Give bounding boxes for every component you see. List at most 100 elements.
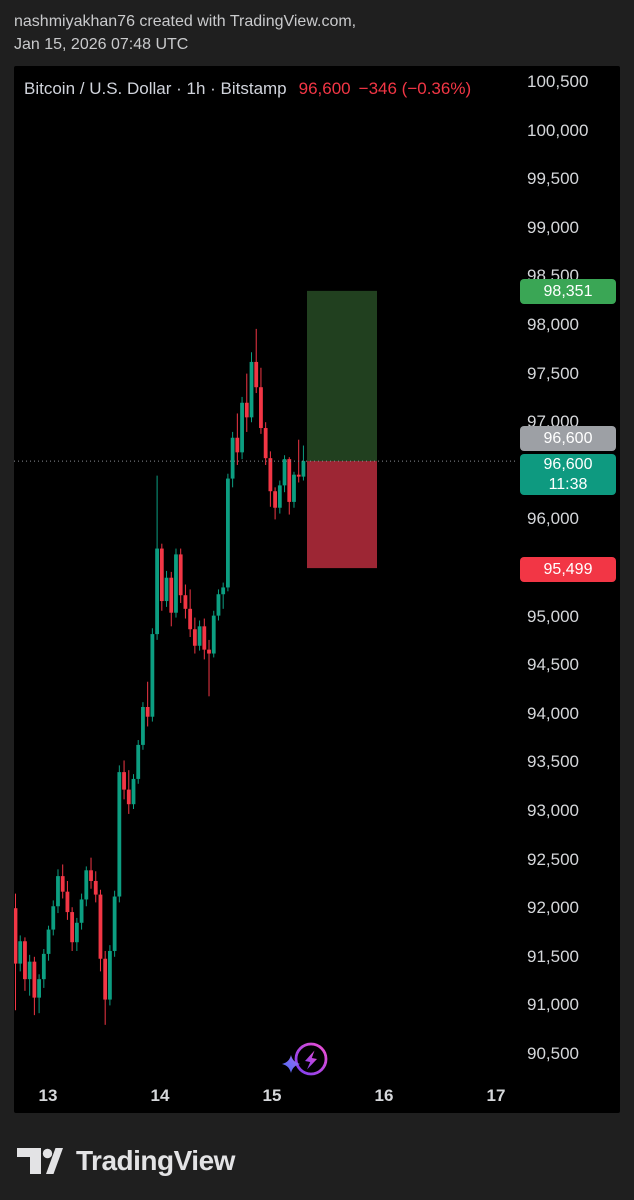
long-position-loss-zone	[307, 461, 377, 569]
candle-body	[141, 706, 145, 745]
candle-body	[202, 626, 207, 650]
candle-body	[56, 876, 60, 907]
price-tick-label: 92,500	[527, 849, 579, 869]
last-price-value: 96,600	[543, 456, 593, 473]
candle-body	[37, 979, 41, 998]
symbol-title: Bitcoin / U.S. Dollar · 1h · Bitstamp	[24, 79, 287, 98]
time-tick-label: 17	[486, 1086, 506, 1105]
time-tick-label: 15	[262, 1086, 282, 1105]
candle-body	[46, 929, 51, 954]
price-tick-label: 97,500	[527, 363, 579, 383]
take-profit-price-label: 98,351	[520, 279, 616, 304]
spark-lightning-icon	[282, 1042, 328, 1076]
candle-body	[136, 744, 141, 779]
last-price-countdown-label: 96,600 11:38	[520, 454, 616, 495]
candle-body	[93, 880, 98, 895]
price-change-text: −346 (−0.36%)	[358, 79, 472, 98]
time-tick-label: 16	[374, 1086, 394, 1105]
long-position-profit-zone	[307, 290, 377, 462]
price-tick-label: 95,000	[527, 606, 579, 626]
candle-body	[122, 772, 126, 790]
candle-body	[188, 608, 193, 630]
bar-countdown: 11:38	[548, 476, 588, 493]
candle-body	[277, 485, 282, 508]
candle-body	[112, 896, 117, 951]
candle-body	[178, 554, 183, 596]
candle-body	[287, 459, 292, 502]
candle-body	[131, 778, 136, 805]
candle-body	[268, 458, 273, 492]
candle-body	[145, 706, 150, 717]
candle-body	[18, 941, 23, 964]
candle-body	[23, 941, 27, 980]
candle-body	[164, 577, 169, 602]
price-tick-label: 92,000	[527, 898, 579, 918]
candle-body	[117, 772, 122, 897]
last-price-text: 96,600	[298, 79, 351, 98]
candle-body	[65, 891, 70, 913]
stop-loss-price-label: 95,499	[520, 557, 616, 582]
candle-body	[230, 437, 235, 479]
attribution-header: nashmiyakhan76 created with TradingView.…	[0, 0, 634, 66]
sparkle-star-icon	[282, 1055, 300, 1073]
candlestick-plot	[14, 290, 516, 1025]
spark-circle	[294, 1042, 328, 1076]
candle-body	[207, 649, 211, 654]
candle-body	[32, 961, 37, 998]
candle-body	[273, 491, 277, 508]
candle-body	[235, 437, 240, 453]
candle-body	[226, 478, 230, 588]
lightning-bolt-icon	[305, 1050, 317, 1070]
candle-body	[197, 626, 202, 646]
candle-body	[174, 554, 178, 613]
candle-body	[41, 953, 46, 980]
entry-price-label: 96,600	[520, 426, 616, 451]
price-tick-label: 99,500	[527, 169, 579, 189]
candle-body	[14, 908, 18, 964]
candle-body	[244, 402, 249, 418]
candle-body	[240, 402, 244, 453]
candle-body	[263, 428, 268, 459]
candle-body	[126, 789, 131, 805]
attribution-line2: Jan 15, 2026 07:48 UTC	[14, 36, 189, 53]
price-tick-label: 93,000	[527, 801, 579, 820]
candle-body	[259, 387, 263, 429]
price-tick-label: 96,000	[527, 509, 579, 529]
price-tick-label: 93,500	[527, 752, 579, 772]
tradingview-logo-icon	[17, 1148, 63, 1174]
price-tick-label: 94,000	[527, 703, 579, 723]
candle-body	[216, 594, 221, 616]
candle-body	[249, 361, 254, 418]
attribution-line1: nashmiyakhan76 created with TradingView.…	[14, 13, 357, 30]
candle-body	[108, 950, 112, 1000]
brand-footer: TradingView	[0, 1113, 634, 1177]
price-tick-label: 100,500	[527, 72, 589, 91]
price-tick-label: 90,500	[527, 1044, 579, 1063]
candle-body	[150, 634, 155, 717]
candle-body	[211, 615, 216, 654]
price-tick-label: 94,500	[527, 655, 579, 675]
price-tick-label: 98,000	[527, 315, 579, 334]
tradingview-wordmark: TradingView	[76, 1145, 235, 1176]
candle-body	[155, 548, 159, 635]
candle-body	[254, 361, 259, 388]
time-tick-label: 14	[150, 1086, 170, 1105]
candle-body	[79, 899, 84, 923]
candle-body	[103, 958, 108, 1000]
candle-body	[292, 474, 296, 502]
candle-body	[296, 474, 301, 477]
candle-body	[27, 961, 32, 980]
candle-body	[70, 912, 75, 943]
price-tick-label: 99,000	[527, 217, 579, 237]
candle-body	[192, 629, 197, 646]
candle-body	[74, 922, 79, 943]
price-tick-label: 100,000	[527, 120, 589, 140]
candle-body	[60, 876, 65, 892]
price-tick-label: 91,000	[527, 995, 579, 1015]
candle-body	[98, 894, 103, 959]
candle-body	[282, 459, 287, 486]
candle-body	[169, 577, 174, 613]
candle-body	[51, 906, 56, 930]
price-tick-label: 91,500	[527, 946, 579, 966]
candle-body	[159, 548, 164, 602]
